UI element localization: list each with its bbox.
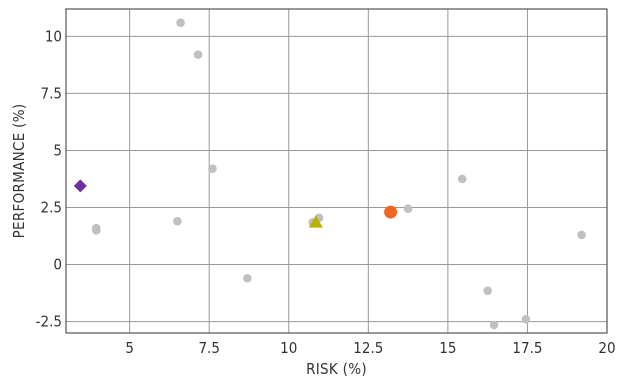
x-tick-label: 15 [439, 339, 456, 357]
data-point [457, 174, 467, 184]
y-tick-label: 7.5 [41, 84, 62, 102]
highlight-point-orange [384, 205, 398, 219]
grid-lines [66, 9, 608, 333]
data-point [243, 273, 252, 283]
y-tick-label: 0 [53, 256, 62, 274]
data-point [489, 320, 499, 330]
data-point [173, 216, 182, 226]
highlight-point-triangle [308, 215, 323, 228]
x-axis-ticks: 5 7.5 10 12.5 15 17.5 20 [125, 339, 615, 357]
y-tick-label: -2.5 [36, 313, 62, 331]
data-point [577, 230, 586, 240]
x-tick-label: 7.5 [198, 339, 219, 357]
data-points [73, 18, 586, 330]
data-point [403, 204, 413, 213]
data-point [193, 50, 203, 59]
y-tick-label: 10 [45, 27, 62, 45]
data-point [91, 226, 101, 235]
y-tick-label: 2.5 [41, 199, 62, 217]
highlight-point-diamond [73, 179, 87, 193]
y-axis-label: PERFORMANCE (%) [10, 104, 28, 239]
data-point [521, 315, 531, 324]
y-axis-ticks: -2.5 0 2.5 5 7.5 10 [36, 27, 62, 330]
x-tick-label: 20 [598, 339, 615, 357]
x-tick-label: 17.5 [512, 339, 542, 357]
data-point [176, 18, 185, 27]
x-tick-label: 5 [125, 339, 134, 357]
x-tick-label: 12.5 [353, 339, 383, 357]
data-point [483, 286, 492, 296]
plot-frame [65, 8, 608, 334]
data-point [208, 164, 217, 174]
x-tick-label: 10 [280, 339, 297, 357]
x-axis-label: RISK (%) [306, 360, 367, 378]
y-tick-label: 5 [53, 141, 62, 159]
